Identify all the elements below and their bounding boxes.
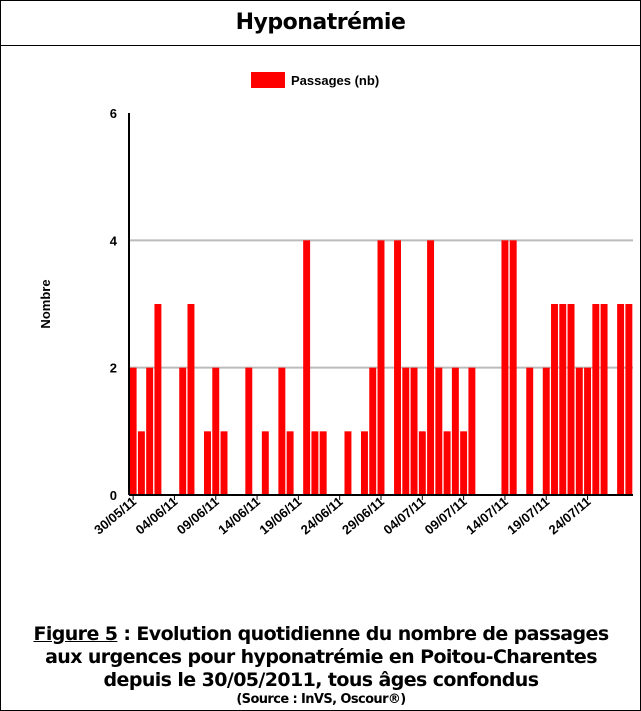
caption: Figure 5 : Evolution quotidienne du nomb…	[21, 623, 621, 708]
bar	[592, 304, 600, 495]
bar	[427, 240, 435, 495]
bar	[418, 431, 426, 495]
title: Hyponatrémie	[1, 1, 640, 46]
bar	[600, 304, 608, 495]
bar	[394, 240, 401, 495]
x-tick-label: 14/06/11	[215, 494, 263, 538]
y-tick-label: 6	[110, 106, 117, 121]
caption-text: : Evolution quotidienne du nombre de pas…	[45, 623, 609, 691]
bar	[551, 304, 558, 495]
bar	[220, 431, 228, 495]
source: (Source : InVS, Oscour®)	[236, 692, 406, 707]
bar	[361, 431, 368, 495]
x-tick-label: 24/07/11	[546, 494, 594, 538]
bar	[451, 367, 459, 495]
bar	[617, 304, 625, 495]
x-tick-label: 29/06/11	[339, 494, 387, 538]
bar	[154, 304, 162, 495]
bar	[526, 367, 534, 495]
bar	[460, 431, 468, 495]
bar	[369, 367, 377, 495]
bar	[575, 367, 583, 495]
bar	[584, 367, 592, 495]
x-tick-label: 24/06/11	[298, 494, 346, 538]
bar	[344, 431, 352, 495]
bar	[567, 304, 575, 495]
legend-swatch	[251, 72, 285, 88]
bar	[509, 240, 517, 495]
bar	[261, 431, 269, 495]
x-tick-label: 19/06/11	[256, 494, 304, 538]
y-axis-label: Nombre	[38, 279, 53, 328]
y-tick-label: 2	[110, 361, 117, 376]
x-tick-label: 19/07/11	[504, 494, 552, 538]
y-tick-label: 4	[110, 233, 118, 248]
x-tick-label: 09/07/11	[422, 494, 470, 538]
x-tick-label: 14/07/11	[463, 494, 511, 538]
bar	[468, 367, 476, 495]
x-tick-label: 04/07/11	[380, 494, 428, 538]
bar	[542, 367, 550, 495]
bar	[435, 367, 443, 495]
bar	[501, 240, 509, 495]
x-tick-label: 09/06/11	[174, 494, 222, 538]
legend-label: Passages (nb)	[291, 73, 379, 88]
bar	[137, 431, 145, 495]
bar	[319, 431, 327, 495]
figure-number: Figure 5	[33, 623, 118, 645]
bar	[245, 367, 253, 495]
bar	[311, 431, 319, 495]
bar	[204, 431, 211, 495]
bar	[410, 367, 418, 495]
chart: Passages (nb)Nombre024630/05/1104/06/110…	[38, 72, 633, 538]
bar	[377, 240, 385, 495]
bar	[286, 431, 294, 495]
bar	[303, 240, 311, 495]
bar	[278, 367, 286, 495]
y-tick-label: 0	[110, 488, 117, 503]
bar	[129, 367, 137, 495]
bar	[402, 367, 410, 495]
bar	[146, 367, 154, 495]
bar	[625, 304, 633, 495]
bar	[212, 367, 220, 495]
bar	[559, 304, 567, 495]
x-tick-label: 04/06/11	[133, 494, 181, 538]
bar	[443, 431, 451, 495]
bar	[179, 367, 187, 495]
bar	[187, 304, 195, 495]
